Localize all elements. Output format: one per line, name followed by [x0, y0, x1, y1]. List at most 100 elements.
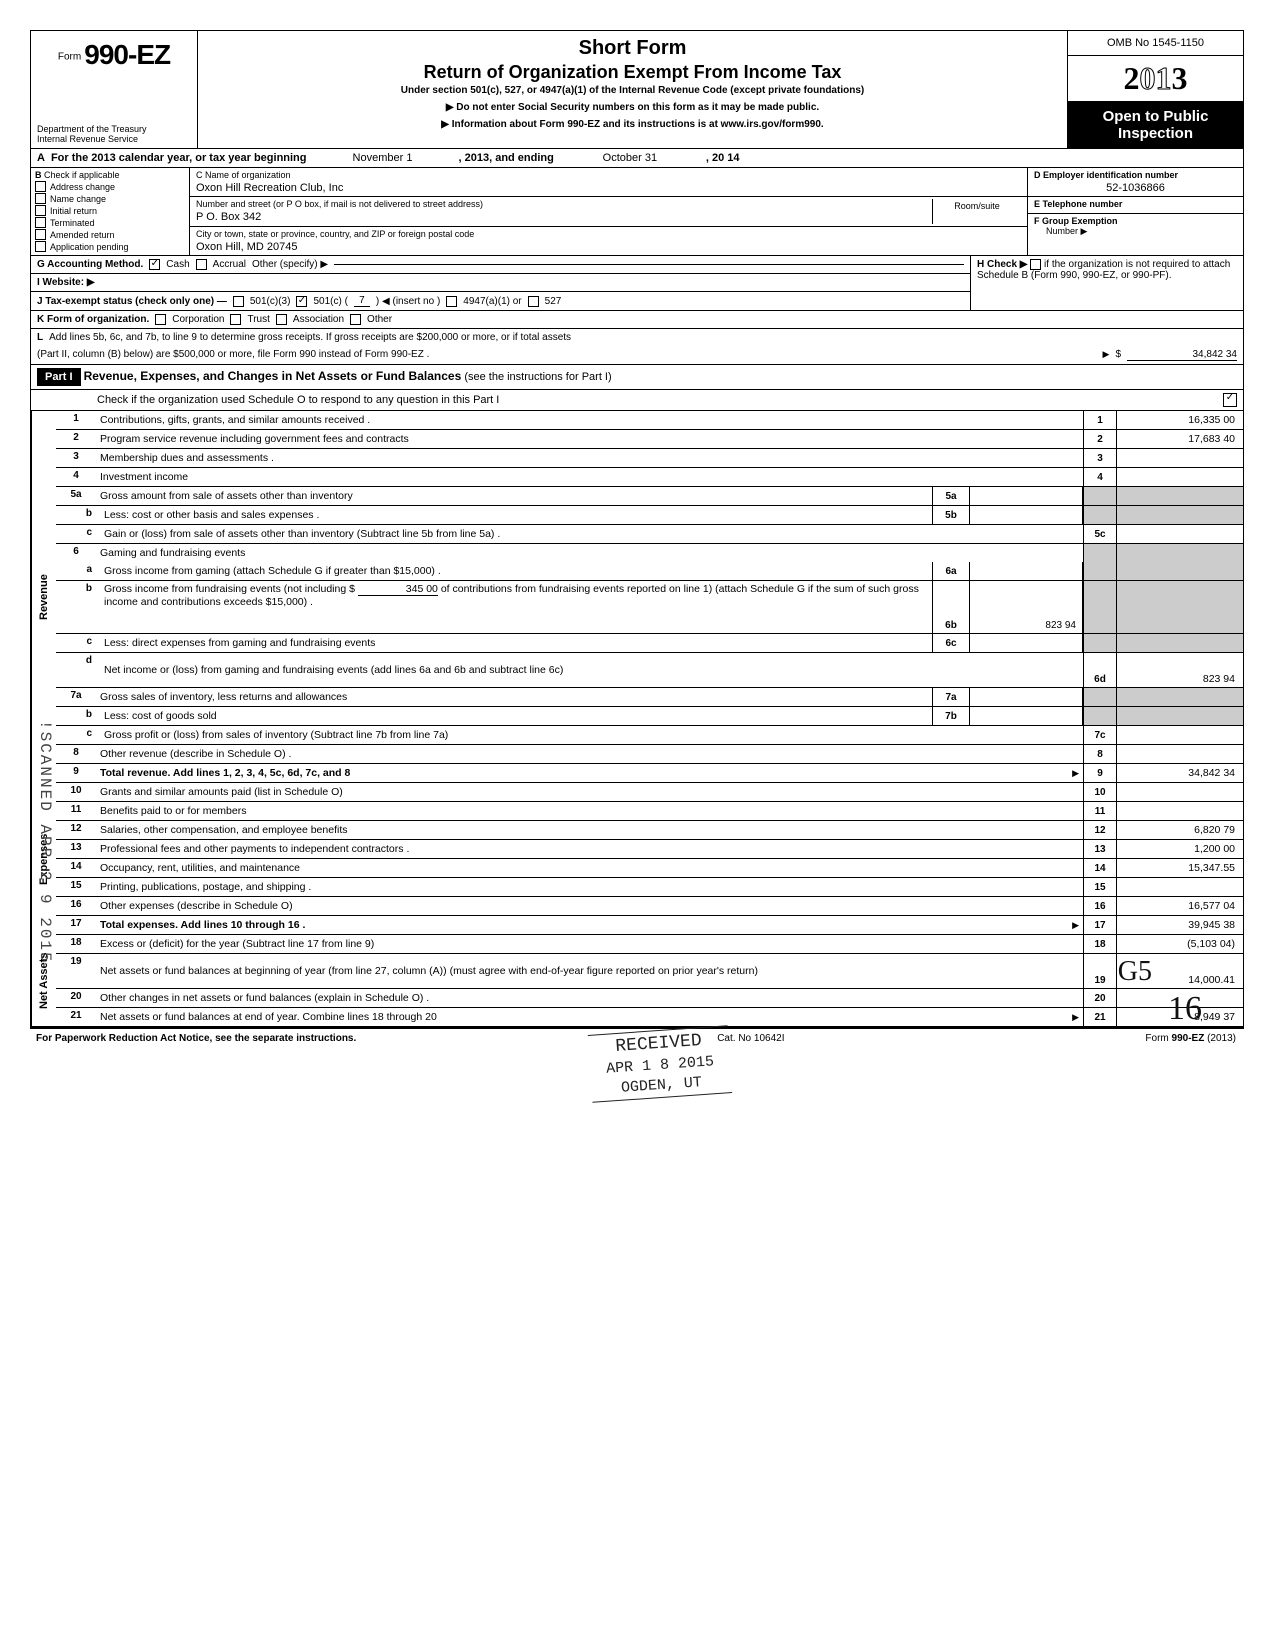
cb-terminated[interactable]: Terminated: [35, 217, 185, 228]
cb-schedule-b[interactable]: [1030, 259, 1041, 270]
line-14-value: 15,347.55: [1117, 859, 1243, 877]
cb-accrual[interactable]: [196, 259, 207, 270]
cb-initial-return[interactable]: Initial return: [35, 205, 185, 216]
line-5c: c Gain or (loss) from sale of assets oth…: [56, 525, 1243, 544]
line-2-value: 17,683 40: [1117, 430, 1243, 448]
instr-info: ▶ Information about Form 990-EZ and its …: [208, 119, 1057, 130]
line-19: 19 Net assets or fund balances at beginn…: [56, 954, 1243, 989]
expenses-section: Expenses 10 Grants and similar amounts p…: [31, 783, 1243, 935]
addr-row: Number and street (or P O box, if mail i…: [190, 197, 1027, 226]
line-6d: d Net income or (loss) from gaming and f…: [56, 653, 1243, 688]
scanned-stamp: !SCANNED APR 2 9 2015: [36, 720, 54, 964]
form-990ez: Form 990-EZ Department of the Treasury I…: [30, 30, 1244, 1029]
city-state-zip: Oxon Hill, MD 20745: [196, 241, 1021, 253]
col-d: D Employer identification number 52-1036…: [1028, 168, 1243, 255]
gross-receipts: 34,842 34: [1127, 349, 1237, 361]
org-name-cell: C Name of organization Oxon Hill Recreat…: [190, 168, 1027, 197]
dept-irs: Internal Revenue Service: [37, 134, 187, 144]
form-number: 990-EZ: [84, 39, 170, 70]
line-9-value: 34,842 34: [1117, 764, 1243, 782]
line-7c-value: [1117, 726, 1243, 744]
cb-501c[interactable]: [296, 296, 307, 307]
row-j: J Tax-exempt status (check only one) — 5…: [31, 292, 970, 310]
section-bcd: B Check if applicable Address change Nam…: [31, 168, 1243, 256]
cb-other[interactable]: [350, 314, 361, 325]
line-11-value: [1117, 802, 1243, 820]
dept-treasury: Department of the Treasury: [37, 124, 187, 134]
footer-mid: Cat. No 10642I: [717, 1033, 784, 1044]
line-8: 8 Other revenue (describe in Schedule O)…: [56, 745, 1243, 764]
line-16: 16 Other expenses (describe in Schedule …: [56, 897, 1243, 916]
handwrite-g5: G5: [1118, 956, 1152, 988]
line-9: 9 Total revenue. Add lines 1, 2, 3, 4, 5…: [56, 764, 1243, 783]
line-6b-contrib: 345 00: [358, 583, 438, 596]
handwrite-16: 16: [1168, 990, 1202, 1028]
part1-label: Part I: [37, 368, 81, 386]
line-13: 13 Professional fees and other payments …: [56, 840, 1243, 859]
line-3-value: [1117, 449, 1243, 467]
line-14: 14 Occupancy, rent, utilities, and maint…: [56, 859, 1243, 878]
cb-assoc[interactable]: [276, 314, 287, 325]
part1-header: Part I Revenue, Expenses, and Changes in…: [31, 365, 1243, 390]
line-11: 11 Benefits paid to or for members 11: [56, 802, 1243, 821]
row-i: I Website: ▶: [31, 274, 970, 292]
line-16-value: 16,577 04: [1117, 897, 1243, 915]
ein-cell: D Employer identification number 52-1036…: [1028, 168, 1243, 197]
line-12: 12 Salaries, other compensation, and emp…: [56, 821, 1243, 840]
line-6a: a Gross income from gaming (attach Sched…: [56, 562, 1243, 581]
form-number-cell: Form 990-EZ: [31, 31, 197, 120]
main-title: Return of Organization Exempt From Incom…: [208, 62, 1057, 83]
line-15: 15 Printing, publications, postage, and …: [56, 878, 1243, 897]
cb-4947[interactable]: [446, 296, 457, 307]
line-4-value: [1117, 468, 1243, 486]
public-inspection: Open to Public Inspection: [1068, 102, 1243, 148]
cb-trust[interactable]: [230, 314, 241, 325]
cb-address-change[interactable]: Address change: [35, 181, 185, 192]
year-begin: November 1: [313, 152, 453, 164]
instr-ssn: ▶ Do not enter Social Security numbers o…: [208, 102, 1057, 113]
line-6b-value: 823 94: [970, 581, 1083, 633]
form-prefix: Form: [58, 51, 81, 62]
501c-num: 7: [354, 295, 370, 307]
col-c: C Name of organization Oxon Hill Recreat…: [190, 168, 1028, 255]
line-12-value: 6,820 79: [1117, 821, 1243, 839]
cb-schedule-o[interactable]: [1223, 393, 1237, 407]
group-exempt-cell: F Group Exemption Number ▶: [1028, 214, 1243, 255]
dept-cell: Department of the Treasury Internal Reve…: [31, 120, 193, 148]
line-6: 6 Gaming and fundraising events: [56, 544, 1243, 562]
part1-schedule-o: Check if the organization used Schedule …: [31, 390, 1243, 411]
cb-527[interactable]: [528, 296, 539, 307]
rows-ghi: G Accounting Method. Cash Accrual Other …: [31, 256, 1243, 311]
footer: For Paperwork Reduction Act Notice, see …: [30, 1029, 1242, 1048]
header-row: Form 990-EZ Department of the Treasury I…: [31, 31, 1243, 149]
line-5b: b Less: cost or other basis and sales ex…: [56, 506, 1243, 525]
cb-cash[interactable]: [149, 259, 160, 270]
subtitle: Under section 501(c), 527, or 4947(a)(1)…: [208, 85, 1057, 96]
city-cell: City or town, state or province, country…: [190, 227, 1027, 255]
title-cell: Short Form Return of Organization Exempt…: [198, 31, 1068, 148]
row-g: G Accounting Method. Cash Accrual Other …: [31, 256, 970, 274]
row-l: L Add lines 5b, 6c, and 7b, to line 9 to…: [31, 329, 1243, 365]
line-3: 3 Membership dues and assessments . 3: [56, 449, 1243, 468]
cb-corp[interactable]: [155, 314, 166, 325]
line-6d-value: 823 94: [1117, 653, 1243, 687]
cb-app-pending[interactable]: Application pending: [35, 241, 185, 252]
cb-name-change[interactable]: Name change: [35, 193, 185, 204]
line-5a: 5a Gross amount from sale of assets othe…: [56, 487, 1243, 506]
line-4: 4 Investment income 4: [56, 468, 1243, 487]
line-8-value: [1117, 745, 1243, 763]
line-10-value: [1117, 783, 1243, 801]
line-18-value: (5,103 04): [1117, 935, 1243, 953]
phone-cell: E Telephone number: [1028, 197, 1243, 214]
cb-501c3[interactable]: [233, 296, 244, 307]
cb-amended[interactable]: Amended return: [35, 229, 185, 240]
line-1: 1 Contributions, gifts, grants, and simi…: [56, 411, 1243, 430]
line-2: 2 Program service revenue including gove…: [56, 430, 1243, 449]
right-header: OMB No 1545-1150 2013 Open to Public Ins…: [1068, 31, 1243, 148]
line-17: 17 Total expenses. Add lines 10 through …: [56, 916, 1243, 935]
room-suite: Room/suite: [933, 199, 1021, 223]
col-b: B Check if applicable Address change Nam…: [31, 168, 190, 255]
line-7c: c Gross profit or (loss) from sales of i…: [56, 726, 1243, 745]
org-name: Oxon Hill Recreation Club, Inc: [196, 182, 1021, 194]
line-7a: 7a Gross sales of inventory, less return…: [56, 688, 1243, 707]
